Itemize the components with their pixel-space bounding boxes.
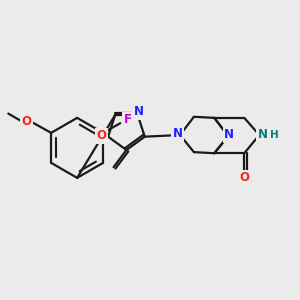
Text: O: O <box>239 171 249 184</box>
Text: N: N <box>134 105 144 119</box>
Text: H: H <box>270 130 279 140</box>
Text: N: N <box>173 128 183 140</box>
Text: F: F <box>124 113 132 127</box>
Text: N: N <box>257 128 268 142</box>
Text: N: N <box>224 128 234 142</box>
Text: O: O <box>22 115 32 128</box>
Text: O: O <box>97 129 107 142</box>
